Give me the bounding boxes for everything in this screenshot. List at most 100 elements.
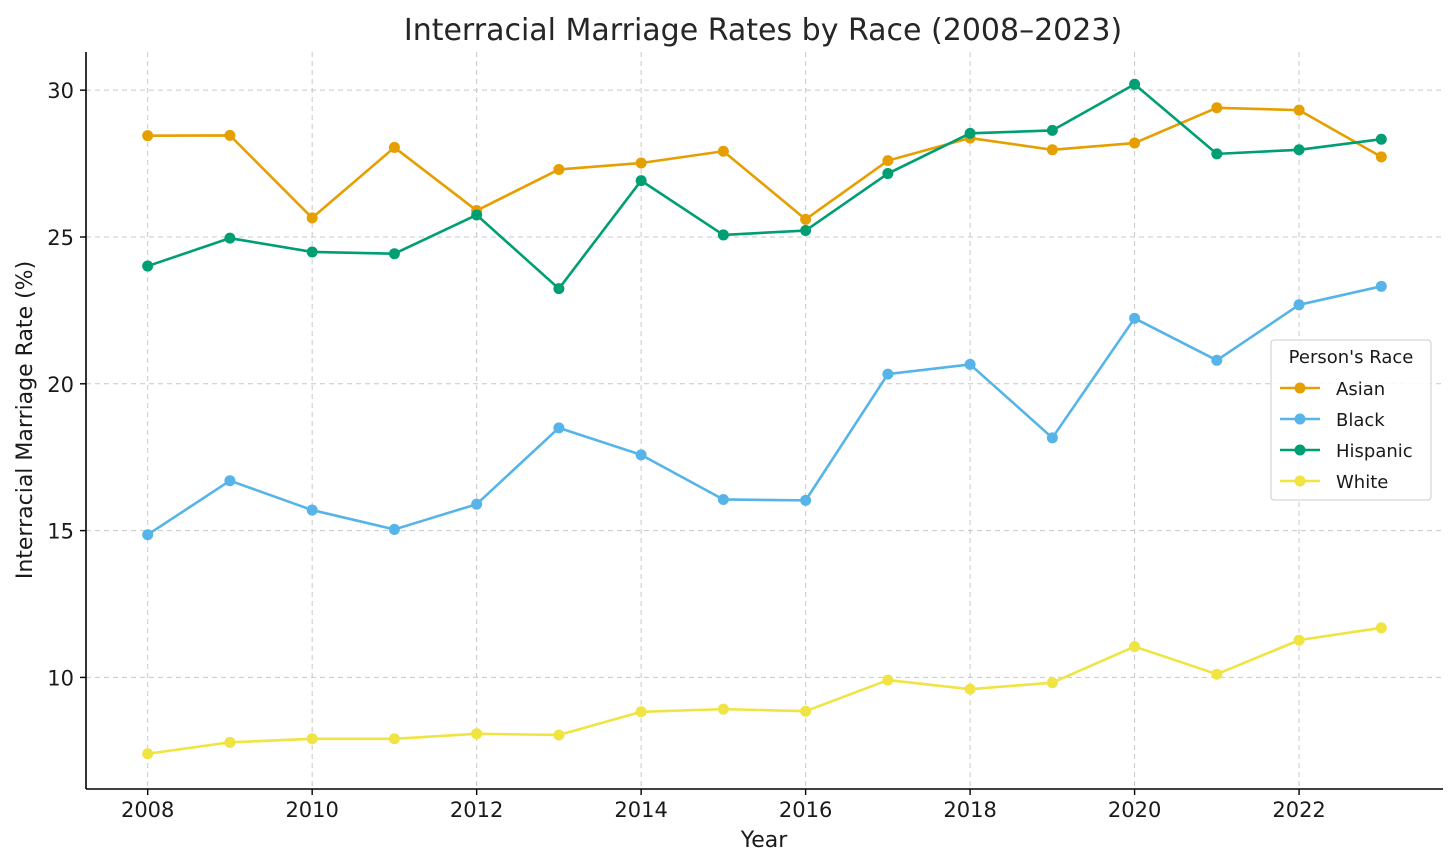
x-tick-label: 2014 <box>614 798 667 822</box>
data-point-black <box>471 498 483 510</box>
chart-title: Interracial Marriage Rates by Race (2008… <box>404 13 1122 48</box>
data-point-black <box>224 475 236 487</box>
data-point-asian <box>717 145 729 157</box>
x-tick-label: 2020 <box>1108 798 1161 822</box>
y-tick-label: 15 <box>47 520 74 544</box>
data-point-black <box>635 449 647 461</box>
x-tick-label: 2018 <box>943 798 996 822</box>
data-point-black <box>1293 299 1305 311</box>
data-point-asian <box>306 212 318 224</box>
legend-item-hispanic: Hispanic <box>1280 441 1413 462</box>
y-tick-label: 25 <box>47 226 74 250</box>
y-axis-ticks: 10 15 20 25 30 <box>47 79 86 690</box>
data-point-hispanic <box>717 229 729 241</box>
data-point-white <box>964 683 976 695</box>
series-line-asian <box>147 106 1382 221</box>
data-point-white <box>635 706 647 718</box>
y-tick-label: 20 <box>47 373 74 397</box>
legend-swatch-marker <box>1294 413 1306 425</box>
data-point-white <box>717 703 729 715</box>
data-point-white <box>1293 634 1305 646</box>
series-line-hispanic <box>147 82 1382 290</box>
y-tick-label: 10 <box>47 666 74 690</box>
data-point-asian <box>224 129 236 141</box>
x-tick-label: 2022 <box>1272 798 1325 822</box>
data-point-white <box>224 736 236 748</box>
data-point-white <box>1375 622 1387 634</box>
legend-frame <box>1270 339 1432 501</box>
data-point-hispanic <box>306 246 318 258</box>
x-axis-label: Year <box>740 828 789 853</box>
data-point-hispanic <box>224 232 236 244</box>
plot-area <box>142 78 1387 760</box>
data-point-hispanic <box>1046 124 1058 136</box>
data-point-asian <box>1046 144 1058 156</box>
legend-swatch-marker <box>1294 444 1306 456</box>
data-point-asian <box>1375 151 1387 163</box>
data-point-hispanic <box>1211 148 1223 160</box>
data-point-asian <box>1293 104 1305 116</box>
series-black <box>142 280 1387 541</box>
data-point-asian <box>1211 102 1223 114</box>
data-point-white <box>882 674 894 686</box>
data-point-asian <box>635 157 647 169</box>
data-point-black <box>882 368 894 380</box>
legend-label: Hispanic <box>1336 441 1413 462</box>
data-point-asian <box>882 155 894 167</box>
data-point-hispanic <box>800 225 812 237</box>
data-point-asian <box>388 141 400 153</box>
legend-label: Asian <box>1336 379 1385 400</box>
data-point-black <box>306 504 318 516</box>
legend-swatch-marker <box>1294 382 1306 394</box>
data-point-hispanic <box>142 260 154 272</box>
data-point-black <box>1375 280 1387 292</box>
series-white <box>142 622 1387 760</box>
data-point-asian <box>800 213 812 225</box>
data-point-hispanic <box>964 127 976 139</box>
data-point-black <box>717 493 729 505</box>
data-point-black <box>964 358 976 370</box>
data-point-white <box>1046 677 1058 689</box>
data-point-asian <box>142 130 154 142</box>
legend-title: Person's Race <box>1289 347 1414 368</box>
y-axis-label: Interracial Marriage Rate (%) <box>13 261 38 579</box>
legend: Person's Race Asian Black Hispanic White <box>1270 339 1432 501</box>
legend-label: Black <box>1336 410 1385 431</box>
data-point-white <box>388 733 400 745</box>
data-point-white <box>1211 668 1223 680</box>
data-point-hispanic <box>553 283 565 295</box>
data-point-white <box>553 729 565 741</box>
data-point-hispanic <box>1375 133 1387 145</box>
legend-item-asian: Asian <box>1280 379 1385 400</box>
legend-swatch-marker <box>1294 475 1306 487</box>
x-tick-label: 2012 <box>450 798 503 822</box>
series-line-white <box>147 626 1382 756</box>
data-point-white <box>471 728 483 740</box>
data-point-asian <box>1129 137 1141 149</box>
legend-label: White <box>1336 472 1388 493</box>
data-point-hispanic <box>1129 78 1141 90</box>
data-point-black <box>1046 432 1058 444</box>
data-point-hispanic <box>635 175 647 187</box>
data-point-black <box>800 494 812 506</box>
data-point-white <box>800 705 812 717</box>
data-point-hispanic <box>388 248 400 260</box>
data-point-white <box>306 733 318 745</box>
data-point-white <box>142 748 154 760</box>
series-hispanic <box>142 78 1387 295</box>
data-point-black <box>142 529 154 541</box>
legend-entries: Asian Black Hispanic White <box>1280 379 1413 493</box>
data-point-black <box>1211 354 1223 366</box>
y-tick-label: 30 <box>47 79 74 103</box>
grid-lines <box>86 52 1443 789</box>
data-point-black <box>1129 312 1141 324</box>
data-point-hispanic <box>882 168 894 180</box>
data-point-black <box>553 422 565 434</box>
data-point-hispanic <box>1293 144 1305 156</box>
x-axis-ticks: 2008 2010 2012 2014 2016 2018 2020 2022 <box>121 789 1326 822</box>
x-tick-label: 2008 <box>121 798 174 822</box>
legend-item-white: White <box>1280 472 1388 493</box>
data-point-black <box>388 523 400 535</box>
x-tick-label: 2010 <box>285 798 338 822</box>
legend-item-black: Black <box>1280 410 1385 431</box>
